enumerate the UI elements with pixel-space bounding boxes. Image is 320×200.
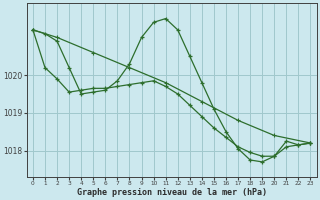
X-axis label: Graphe pression niveau de la mer (hPa): Graphe pression niveau de la mer (hPa) (77, 188, 267, 197)
